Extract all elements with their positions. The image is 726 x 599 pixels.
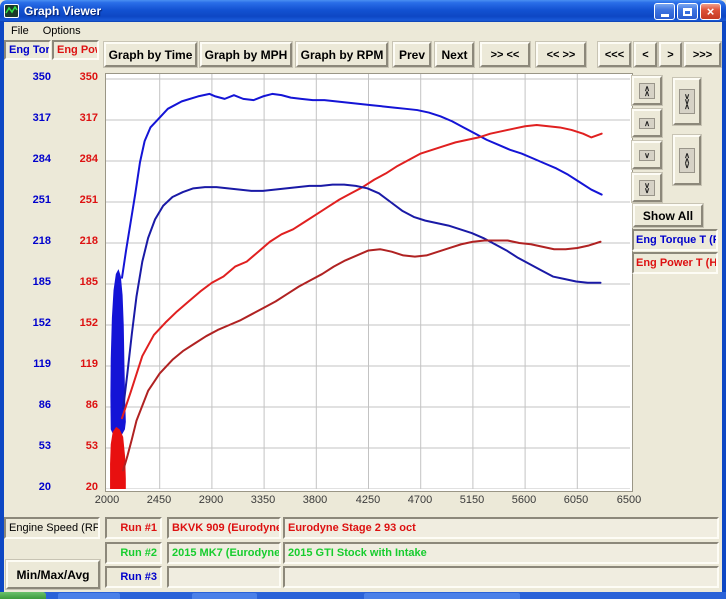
run2-label: Run #2	[105, 542, 162, 564]
power-y-tick-label: 251	[79, 194, 98, 206]
power-y-tick-label: 119	[80, 358, 98, 370]
taskbar-task-segment[interactable]	[364, 593, 520, 599]
torque-y-tick-label: 185	[32, 276, 51, 288]
rpm-x-tick-label: 5600	[511, 494, 537, 506]
power-axis-header: Eng Powe	[52, 40, 99, 60]
zoom-out-x-button[interactable]: << >>	[536, 42, 586, 67]
rpm-x-tick-label: 5150	[459, 494, 485, 506]
legend-power: Eng Power T (HP)	[632, 252, 718, 274]
run3-description-field[interactable]	[283, 566, 719, 588]
torque-y-tick-label: 218	[32, 235, 51, 247]
rpm-x-tick-label: 6050	[563, 494, 589, 506]
double-down-chevron-icon: ∨ ∨	[639, 179, 655, 196]
window-border-right	[722, 22, 726, 592]
double-up-chevron-icon: ∧ ∧	[639, 82, 655, 99]
torque-y-tick-label: 350	[32, 71, 51, 83]
compress-chevrons-icon: ∨ ∨ ∧	[679, 89, 695, 114]
up-chevron-icon: ∧	[639, 117, 655, 129]
show-all-button[interactable]: Show All	[633, 204, 703, 227]
y-scale-up-button[interactable]: ∧	[632, 109, 662, 137]
rpm-x-tick-label: 2450	[146, 494, 172, 506]
run1-label: Run #1	[105, 517, 162, 539]
power-y-tick-label: 185	[79, 276, 98, 288]
y-scale-down-fast-button[interactable]: ∨ ∨	[632, 173, 662, 202]
run1-name-field[interactable]: BKVK 909 (Eurodyne, E	[167, 517, 281, 539]
title-bar[interactable]: Graph Viewer ×	[0, 0, 726, 22]
run3-name-field[interactable]	[167, 566, 281, 588]
window-border-left	[0, 22, 4, 592]
y-compress-button[interactable]: ∨ ∨ ∧	[673, 78, 701, 125]
legend-torque: Eng Torque T (Ft-L	[632, 229, 718, 251]
zoom-in-x-button[interactable]: >> <<	[480, 42, 530, 67]
rpm-x-tick-label: 2900	[198, 494, 224, 506]
scroll-far-right-button[interactable]: >>>	[684, 42, 721, 67]
down-chevron-icon: ∨	[639, 149, 655, 161]
chart-plot-area	[105, 73, 633, 492]
taskbar-task-segment[interactable]	[192, 593, 257, 599]
maximize-icon	[683, 7, 692, 16]
torque-y-tick-label: 152	[32, 317, 51, 329]
scroll-right-button[interactable]: >	[659, 42, 682, 67]
torque-y-tick-label: 86	[38, 399, 51, 411]
scroll-left-button[interactable]: <	[634, 42, 657, 67]
power-y-tick-label: 350	[79, 71, 98, 83]
y-scale-down-button[interactable]: ∨	[632, 141, 662, 169]
rpm-x-tick-label: 3350	[250, 494, 276, 506]
graph-by-rpm-button[interactable]: Graph by RPM	[296, 42, 388, 67]
graph-by-mph-button[interactable]: Graph by MPH	[200, 42, 292, 67]
menu-bar: File Options	[4, 22, 722, 39]
torque-y-tick-label: 251	[32, 194, 51, 206]
torque-y-tick-label: 119	[33, 358, 51, 370]
start-button[interactable]	[0, 592, 46, 599]
rpm-x-tick-label: 2000	[94, 494, 120, 506]
run3-label: Run #3	[105, 566, 162, 588]
window-title: Graph Viewer	[24, 4, 102, 18]
run1-description-field[interactable]: Eurodyne Stage 2 93 oct	[283, 517, 719, 539]
next-button[interactable]: Next	[435, 42, 474, 67]
close-button[interactable]: ×	[700, 3, 721, 20]
power-y-tick-label: 86	[85, 399, 98, 411]
run2-name-field[interactable]: 2015 MK7 (Eurodyne, E	[167, 542, 281, 564]
rpm-x-tick-label: 4700	[407, 494, 433, 506]
torque-y-tick-label: 20	[38, 481, 51, 493]
rpm-x-tick-label: 6500	[616, 494, 642, 506]
y-scale-up-fast-button[interactable]: ∧ ∧	[632, 76, 662, 105]
rpm-x-tick-label: 3800	[302, 494, 328, 506]
prev-button[interactable]: Prev	[393, 42, 431, 67]
torque-y-tick-label: 53	[38, 440, 51, 452]
taskbar[interactable]	[0, 592, 726, 599]
torque-axis-header: Eng Torqu	[4, 40, 51, 60]
torque-y-tick-label: 284	[32, 153, 51, 165]
power-y-tick-label: 284	[79, 153, 98, 165]
menu-options[interactable]: Options	[42, 24, 81, 37]
power-y-tick-label: 152	[79, 317, 98, 329]
min-max-avg-button[interactable]: Min/Max/Avg	[6, 560, 100, 589]
power-y-tick-label: 218	[79, 235, 98, 247]
minimize-button[interactable]	[654, 3, 675, 20]
y-expand-button[interactable]: ∧ ∧ ∨	[673, 135, 701, 185]
power-y-tick-label: 53	[85, 440, 98, 452]
taskbar-task-segment[interactable]	[58, 593, 120, 599]
menu-file[interactable]: File	[11, 24, 29, 37]
maximize-button[interactable]	[677, 3, 698, 20]
run2-description-field[interactable]: 2015 GTI Stock with Intake	[283, 542, 719, 564]
power-y-tick-label: 20	[85, 481, 98, 493]
scroll-far-left-button[interactable]: <<<	[598, 42, 631, 67]
x-axis-title-box: Engine Speed (RPM	[4, 517, 100, 539]
close-icon: ×	[706, 4, 715, 19]
expand-chevrons-icon: ∧ ∧ ∨	[679, 147, 695, 173]
minimize-icon	[660, 14, 669, 17]
torque-y-tick-label: 317	[32, 112, 51, 124]
graph-by-time-button[interactable]: Graph by Time	[104, 42, 197, 67]
power-y-tick-label: 317	[79, 112, 98, 124]
rpm-x-tick-label: 4250	[355, 494, 381, 506]
dyno-chart	[106, 74, 630, 490]
app-icon	[4, 4, 19, 18]
